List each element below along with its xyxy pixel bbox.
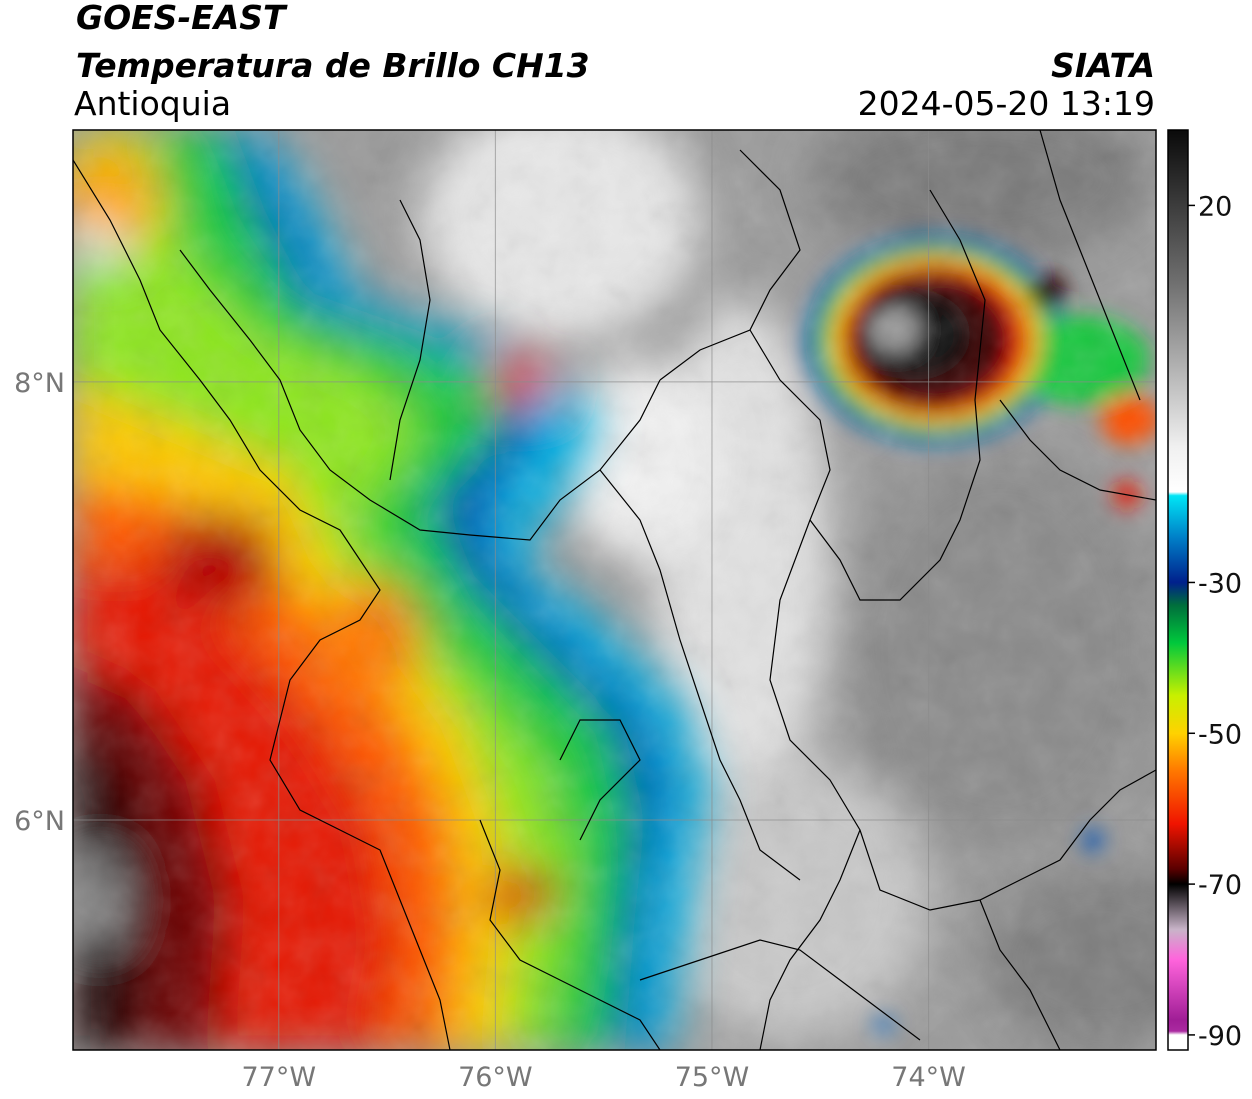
colorbar-tick-label: 20 bbox=[1198, 191, 1232, 222]
colorbar-ticks: 20 -30 -50 -70 -90 bbox=[1188, 191, 1242, 1052]
y-axis-ticks: 8°N 6°N bbox=[14, 368, 65, 837]
colorbar-tick-label: -30 bbox=[1198, 568, 1242, 599]
x-tick-label: 75°W bbox=[675, 1062, 750, 1093]
x-axis-ticks: 77°W 76°W 75°W 74°W bbox=[241, 1062, 965, 1093]
gridlines bbox=[73, 130, 1156, 1050]
colorbar-tick-label: -90 bbox=[1198, 1021, 1242, 1052]
brightness-temperature-field bbox=[73, 130, 1156, 1050]
satellite-title: GOES-EAST bbox=[76, 0, 286, 37]
colorbar-tick-label: -70 bbox=[1198, 870, 1242, 901]
organization-label: SIATA bbox=[1051, 46, 1155, 85]
map-frame bbox=[72, 129, 1157, 1051]
x-tick-label: 77°W bbox=[241, 1062, 316, 1093]
product-title: Temperatura de Brillo CH13 bbox=[76, 46, 590, 85]
y-tick-label: 6°N bbox=[14, 806, 65, 837]
admin-boundaries bbox=[73, 130, 1156, 1050]
colorbar bbox=[1167, 129, 1189, 1051]
colorbar-tick-label: -50 bbox=[1198, 719, 1242, 750]
y-tick-label: 8°N bbox=[14, 368, 65, 399]
region-title: Antioquia bbox=[74, 84, 232, 123]
x-tick-label: 76°W bbox=[458, 1062, 533, 1093]
datetime-label: 2024-05-20 13:19 bbox=[857, 84, 1155, 123]
x-tick-label: 74°W bbox=[891, 1062, 966, 1093]
